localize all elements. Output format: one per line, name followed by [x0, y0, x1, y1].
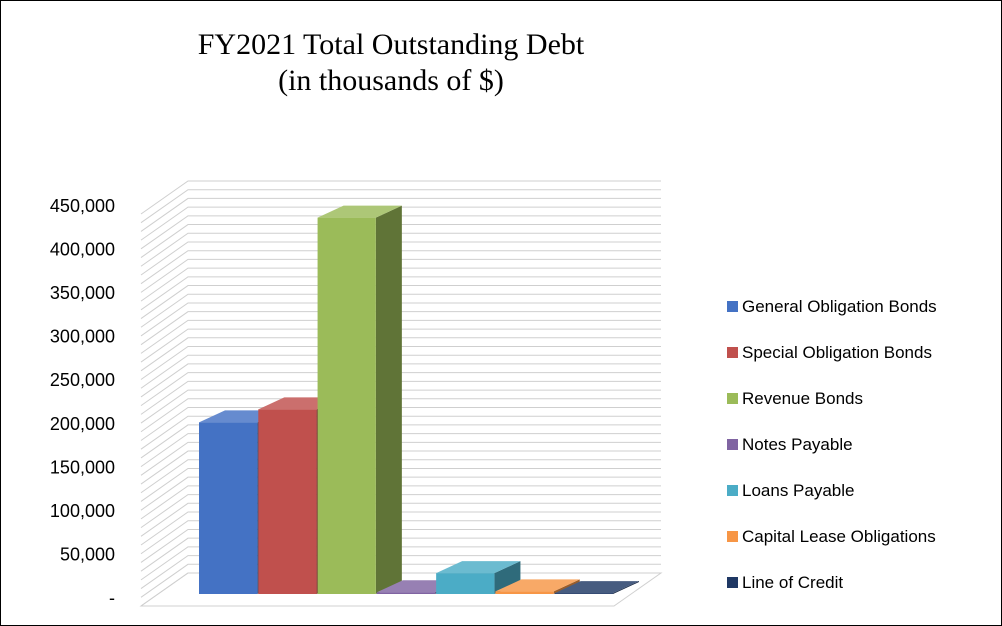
bar-face: [613, 581, 639, 594]
legend-label: Revenue Bonds: [742, 389, 863, 408]
y-tick-label: 50,000: [60, 544, 115, 564]
gridline: [140, 537, 661, 572]
y-tick-label: 250,000: [50, 370, 115, 390]
gridline: [140, 224, 661, 258]
y-tick-label: 450,000: [50, 196, 115, 216]
gridline: [140, 415, 661, 450]
gridline: [140, 241, 661, 276]
gridline: [140, 494, 661, 529]
bar-face: [376, 592, 436, 594]
gridline: [140, 528, 661, 563]
gridline: [140, 215, 661, 250]
gridline: [140, 459, 661, 494]
y-tick-label: 100,000: [50, 501, 115, 521]
bar-face: [199, 422, 258, 594]
gridline: [140, 180, 661, 215]
y-tick-label: 350,000: [50, 283, 115, 303]
gridline: [140, 424, 661, 459]
legend-label: Notes Payable: [742, 435, 853, 454]
gridline: [140, 302, 661, 337]
gridline: [140, 485, 661, 520]
bar-loans-payable: [436, 561, 521, 594]
legend-label: General Obligation Bonds: [742, 297, 937, 316]
gridline: [140, 511, 661, 546]
gridline: [140, 546, 661, 581]
gridline: [140, 346, 661, 380]
legend-label: Line of Credit: [742, 573, 844, 592]
legend-swatch: [727, 577, 738, 588]
gridline: [140, 555, 661, 589]
gridline: [140, 354, 661, 389]
gridline: [140, 285, 661, 319]
chart-title-line: FY2021 Total Outstanding Debt: [197, 28, 585, 61]
gridline: [140, 311, 661, 346]
gridline: [140, 276, 661, 311]
gridline: [140, 267, 661, 302]
gridline: [140, 433, 661, 468]
gridline: [140, 319, 661, 354]
gridline: [140, 337, 661, 372]
gridline: [140, 398, 661, 433]
y-tick-label: -: [109, 588, 115, 608]
gridline: [140, 380, 661, 415]
gridline: [140, 328, 661, 363]
legend-item: Capital Lease Obligations: [727, 527, 936, 549]
legend-swatch: [727, 439, 738, 450]
legend-item: Loans Payable: [727, 481, 854, 503]
legend-item: General Obligation Bonds: [727, 297, 937, 319]
gridline: [140, 232, 661, 267]
gridline: [140, 293, 661, 328]
bar-face: [554, 593, 613, 594]
gridline: [140, 372, 661, 407]
legend-swatch: [727, 485, 738, 496]
legend-swatch: [727, 531, 738, 542]
gridline: [140, 467, 661, 502]
y-tick-label: 150,000: [50, 457, 115, 477]
bar-face: [436, 573, 495, 594]
gridline: [140, 441, 661, 476]
legend-item: Notes Payable: [727, 435, 853, 457]
bar-face: [554, 581, 639, 594]
gridline: [140, 502, 661, 537]
bar-face: [317, 205, 402, 218]
legend-label: Capital Lease Obligations: [742, 527, 936, 546]
gridline: [140, 476, 661, 511]
gridline: [140, 250, 661, 285]
bar-face: [375, 205, 402, 594]
gridline: [140, 406, 661, 441]
bar-face: [494, 561, 521, 594]
legend-swatch: [727, 393, 738, 404]
legend-swatch: [727, 347, 738, 358]
y-tick-label: 200,000: [50, 414, 115, 434]
bar-face: [258, 409, 317, 594]
bar-face: [436, 561, 521, 574]
legend-label: Loans Payable: [742, 481, 855, 500]
bar-face: [495, 591, 554, 594]
gridline: [140, 450, 661, 485]
legend-swatch: [727, 301, 738, 312]
bar-line-of-credit: [554, 581, 639, 594]
gridline: [140, 206, 661, 241]
y-tick-label: 300,000: [50, 327, 115, 347]
legend-item: Line of Credit: [727, 573, 843, 595]
chart-subtitle: (in thousands of $): [278, 64, 504, 97]
gridline: [140, 520, 661, 555]
legend-item: Revenue Bonds: [727, 389, 863, 411]
gridline: [140, 258, 661, 293]
gridline: [140, 363, 661, 398]
bar-face: [495, 579, 580, 592]
bar-face: [317, 217, 376, 594]
chart-title: FY2021 Total Outstanding Debt (in thousa…: [1, 27, 781, 99]
gridline: [140, 189, 661, 224]
gridline: [140, 197, 661, 232]
legend-label: Special Obligation Bonds: [742, 343, 932, 362]
y-tick-label: 400,000: [50, 240, 115, 260]
bar-revenue-bonds: [317, 205, 402, 594]
bar-face: [553, 579, 580, 594]
legend-item: Special Obligation Bonds: [727, 343, 932, 365]
gridline: [140, 389, 661, 424]
bar-capital-lease-obligations: [495, 579, 580, 594]
